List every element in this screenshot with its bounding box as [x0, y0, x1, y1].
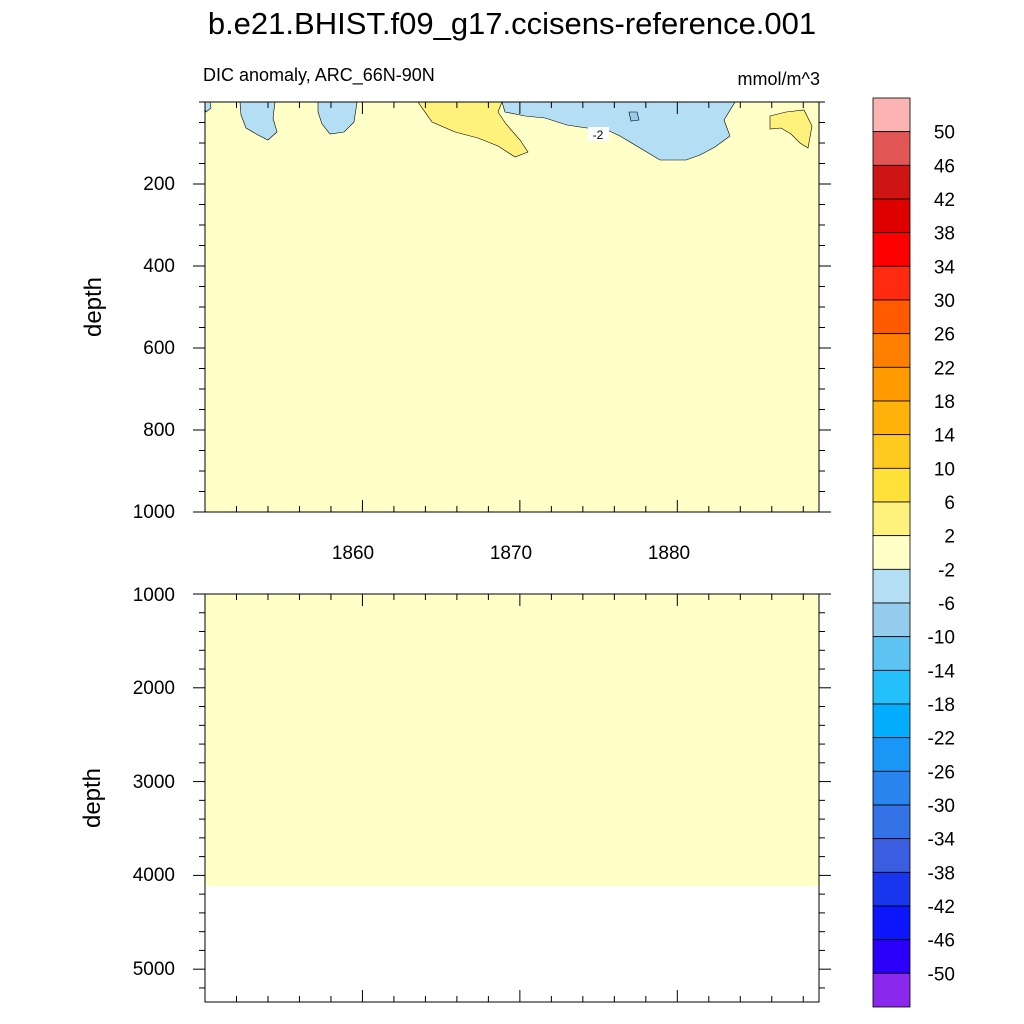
colorbar-label: -6 [938, 594, 955, 615]
colorbar-label: -26 [928, 762, 955, 783]
colorbar-swatch [872, 737, 911, 772]
lower-panel-axes [193, 593, 831, 1002]
colorbar-label: 50 [934, 123, 955, 144]
colorbar-swatch [872, 198, 911, 234]
colorbar-label: 10 [934, 459, 955, 480]
colorbar-swatch [872, 232, 911, 267]
upper-panel-axes [193, 101, 831, 513]
colorbar-swatch [872, 434, 911, 469]
chart-units: mmol/m^3 [738, 69, 820, 89]
lower-y-tick-label-2000: 2000 [133, 678, 175, 699]
colorbar-swatch [872, 535, 911, 570]
lower-y-axis-label: depth [79, 768, 106, 828]
colorbar-label: -22 [928, 729, 955, 750]
colorbar-label: -18 [928, 695, 955, 716]
colorbar-swatch [872, 703, 911, 739]
colorbar-swatch [872, 333, 911, 368]
colorbar-swatch [872, 568, 911, 604]
colorbar-label: 6 [944, 493, 955, 514]
anomaly-region-negative-2 [239, 101, 278, 141]
colorbar-label: 34 [934, 257, 956, 278]
colorbar-label: 14 [934, 426, 956, 447]
colorbar-swatch [872, 669, 911, 705]
colorbar-label: 22 [934, 358, 955, 379]
anomaly-region-negative-4 [501, 101, 736, 161]
colorbar-swatch [872, 804, 911, 840]
chart-subtitle-variable: DIC anomaly, ARC_66N-90N [203, 65, 435, 86]
colorbar-label: -14 [928, 661, 956, 682]
lower-panel: 1000 2000 3000 4000 5000 depth [79, 585, 831, 1003]
colorbar-label: -46 [928, 931, 955, 952]
colorbar-swatch [872, 871, 911, 907]
colorbar-label: 46 [934, 156, 955, 177]
lower-y-tick-label-4000: 4000 [133, 865, 175, 886]
colorbar-label: 30 [934, 291, 955, 312]
colorbar-label: -10 [928, 628, 955, 649]
upper-y-tick-label-1000: 1000 [133, 502, 175, 523]
lower-y-tick-label-3000: 3000 [133, 772, 175, 793]
colorbar-label: 38 [934, 224, 955, 245]
colorbar-swatch [872, 97, 911, 133]
colorbar-label: -30 [928, 796, 955, 817]
colorbar-label: -42 [928, 897, 955, 918]
anomaly-region-negative-5 [628, 111, 640, 122]
upper-y-tick-label-600: 600 [143, 338, 175, 359]
lower-panel-background-fill [205, 594, 819, 886]
upper-panel-background-fill [205, 102, 819, 512]
contour-label: -2 [593, 128, 604, 142]
colorbar-label: -38 [928, 863, 955, 884]
upper-y-tick-label-800: 800 [143, 420, 175, 441]
colorbar-label: -50 [928, 964, 955, 985]
anomaly-region-negative-3 [317, 101, 358, 135]
lower-y-tick-label-1000: 1000 [133, 585, 175, 606]
upper-y-tick-label-400: 400 [143, 256, 175, 277]
colorbar: 50 46 42 38 34 30 26 22 18 14 10 6 2 -2 -6 -10 -14 -18 -22… [872, 97, 956, 1008]
upper-anomaly-regions: -2 [204, 101, 813, 161]
colorbar-label: 42 [934, 190, 955, 211]
upper-y-tick-label-200: 200 [143, 174, 175, 195]
colorbar-swatch [872, 602, 911, 638]
anomaly-region-positive-2 [769, 109, 813, 149]
colorbar-swatch [872, 636, 911, 671]
upper-y-axis-label: depth [80, 277, 107, 337]
colorbar-label: -34 [928, 830, 956, 851]
anomaly-region-positive-1 [417, 101, 529, 158]
colorbar-swatch [872, 131, 911, 166]
colorbar-label: -2 [938, 560, 955, 581]
colorbar-swatch [872, 400, 911, 436]
x-tick-label-1880: 1880 [648, 543, 690, 564]
upper-panel: -2 200 400 600 800 1000 depth 1860 1870 … [80, 101, 831, 564]
colorbar-swatch [872, 467, 911, 503]
colorbar-swatch [872, 972, 911, 1008]
colorbar-swatch [872, 366, 911, 402]
x-tick-label-1870: 1870 [490, 543, 532, 564]
colorbar-swatch [872, 770, 911, 806]
contour-label-box [588, 127, 609, 141]
colorbar-label: 2 [944, 527, 955, 548]
lower-panel-frame [204, 593, 820, 1003]
colorbar-swatch [872, 905, 911, 941]
colorbar-swatch [872, 265, 911, 301]
colorbar-swatch [872, 299, 911, 335]
colorbar-swatch [872, 164, 911, 200]
colorbar-label: 18 [934, 392, 955, 413]
colorbar-swatch [872, 501, 911, 537]
colorbar-swatch [872, 939, 911, 974]
colorbar-swatch [872, 838, 911, 873]
x-tick-label-1860: 1860 [332, 543, 374, 564]
lower-y-tick-label-5000: 5000 [133, 959, 175, 980]
chart-title: b.e21.BHIST.f09_g17.ccisens-reference.00… [208, 6, 816, 41]
colorbar-label: 26 [934, 325, 955, 346]
